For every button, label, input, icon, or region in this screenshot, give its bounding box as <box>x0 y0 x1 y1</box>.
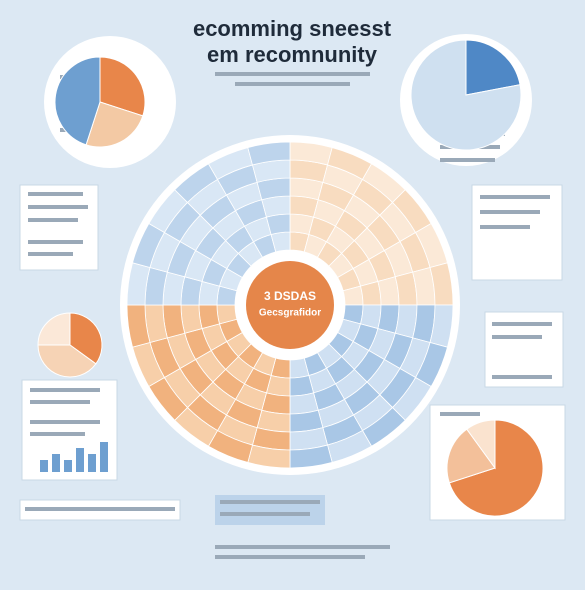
text-line <box>30 400 90 404</box>
text-line <box>30 388 100 392</box>
pie-slice <box>37 344 97 378</box>
pie-slice <box>99 56 146 117</box>
text-line <box>30 420 100 424</box>
center-disc <box>246 261 334 349</box>
text-line <box>30 432 85 436</box>
text-line <box>28 205 88 209</box>
text-line <box>480 210 540 214</box>
text-line <box>28 218 78 222</box>
bar-chart <box>40 442 108 472</box>
pie-slice <box>446 428 496 484</box>
center-label: Gecsgrafidor <box>259 308 321 319</box>
pie-slice <box>37 312 71 346</box>
text-line <box>28 240 83 244</box>
radial-segment <box>265 213 291 235</box>
text-line <box>28 192 83 196</box>
radial-segment <box>180 304 203 334</box>
text-line <box>220 500 320 504</box>
text-line <box>492 375 552 379</box>
pie-slice <box>466 419 496 470</box>
text-line <box>25 507 175 511</box>
radial-segment <box>360 280 382 306</box>
text-line <box>492 335 542 339</box>
pie-charts <box>37 39 544 517</box>
radial-segment <box>377 276 400 306</box>
pie-slice <box>69 312 103 365</box>
radial-segment <box>289 375 315 397</box>
center-label: 3 DSDAS <box>264 289 316 303</box>
title: em recomnunity <box>207 42 378 67</box>
radial-segment <box>261 195 291 218</box>
radial-segment <box>289 392 319 415</box>
text-line <box>440 158 495 162</box>
text-line <box>440 412 480 416</box>
text-line <box>480 195 550 199</box>
bar <box>64 460 72 472</box>
text-line <box>215 545 390 549</box>
title: ecomming sneesst <box>193 16 392 41</box>
card <box>215 495 325 525</box>
pie-slice <box>465 39 521 96</box>
radial-segment <box>261 392 291 415</box>
pie-slice <box>85 101 144 148</box>
bar <box>100 442 108 472</box>
radial-segment <box>247 141 291 166</box>
bar <box>88 454 96 472</box>
radial-segment <box>289 195 319 218</box>
text-line <box>220 512 310 516</box>
subtitle-line <box>235 82 350 86</box>
text-line <box>215 555 365 559</box>
subtitle-line <box>215 72 370 76</box>
radial-segment <box>180 276 203 306</box>
pie-slice <box>54 56 101 146</box>
text-line <box>28 252 73 256</box>
bar <box>52 454 60 472</box>
card <box>19 184 99 271</box>
text-line <box>480 225 530 229</box>
pie-slice <box>448 419 544 517</box>
radial-segment <box>198 304 220 330</box>
pie-slice <box>410 39 522 151</box>
bar <box>40 460 48 472</box>
radial-segment <box>377 304 400 334</box>
text-line <box>492 322 552 326</box>
card <box>471 184 563 281</box>
bar <box>76 448 84 472</box>
